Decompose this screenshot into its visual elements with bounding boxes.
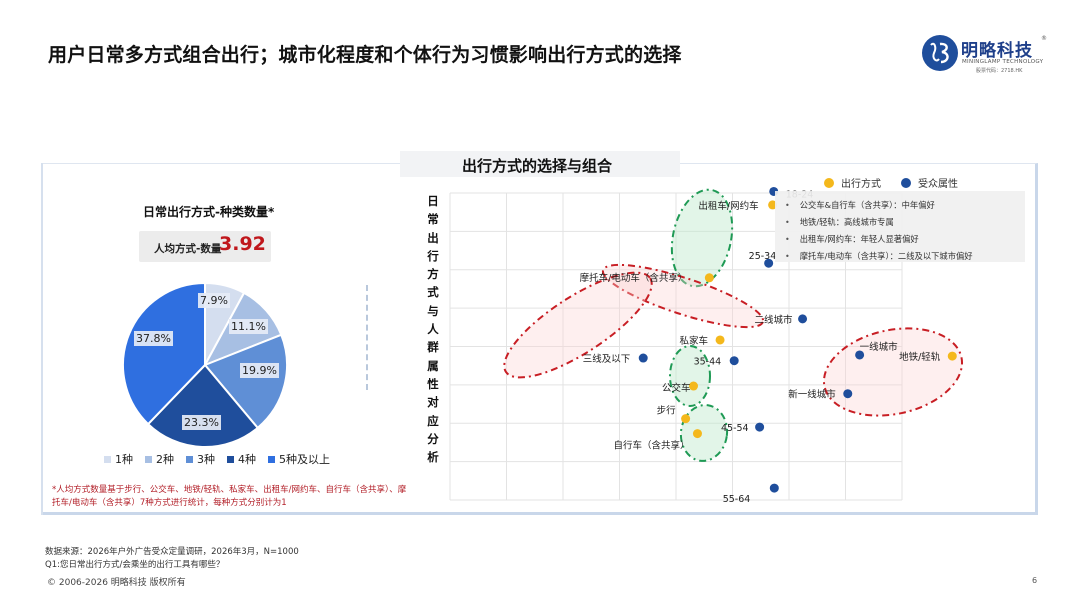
- pie-legend-label: 5种及以上: [279, 453, 330, 466]
- page-number: 6: [1032, 576, 1038, 585]
- pie-footnote: *人均方式数量基于步行、公交车、地铁/轻轨、私家车、出租车/网约车、自行车（含共…: [52, 485, 407, 508]
- logo-registered-mark: ®: [1041, 35, 1047, 42]
- pie-label-1: 7.9%: [198, 293, 230, 308]
- logo-name: 明略科技: [961, 41, 1033, 61]
- section-header-label: 出行方式的选择与组合: [462, 157, 613, 175]
- legend-item-audience: 受众属性: [901, 175, 958, 190]
- blue-dot-icon: [901, 177, 911, 188]
- average-count-label: 人均方式-数量: [154, 243, 222, 255]
- map-y-axis-title: 日常出行方式与人群属性对应分析: [427, 194, 439, 465]
- section-header: 出行方式的选择与组合: [400, 151, 680, 177]
- legend-swatch-icon: [268, 455, 275, 463]
- pie-legend-label: 1种: [115, 453, 133, 466]
- question-text: Q1:您日常出行方式/会乘坐的出行工具有哪些？: [45, 560, 225, 570]
- legend-swatch-icon: [104, 455, 111, 463]
- pie-label-5: 37.8%: [134, 331, 173, 346]
- pie-legend-label: 4种: [238, 453, 256, 466]
- pie-label-3: 19.9%: [240, 363, 279, 378]
- pie-legend-item: 2种: [145, 451, 174, 467]
- pie-legend-label: 3种: [197, 453, 215, 466]
- pie-legend-item: 4种: [227, 451, 256, 467]
- pie-chart-title: 日常出行方式-种类数量*: [143, 205, 275, 219]
- pie-label-4: 23.3%: [182, 415, 221, 430]
- logo-tagline: 股票代码：2718.HK: [976, 68, 1023, 74]
- page-title: 用户日常多方式组合出行；城市化程度和个体行为习惯影响出行方式的选择: [48, 44, 682, 66]
- source-text: 数据来源：2026年户外广告受众定量调研，2026年3月，N=1000: [45, 547, 299, 557]
- pie-chart-svg: [122, 281, 288, 448]
- company-logo: 明略科技 ® MININGLAMP TECHNOLOGY 股票代码：2718.H…: [922, 33, 1052, 77]
- average-count-badge: 人均方式-数量 3.92: [139, 231, 271, 262]
- legend-swatch-icon: [186, 455, 193, 463]
- legend-swatch-icon: [145, 455, 152, 463]
- pie-chart: 7.9% 11.1% 19.9% 23.3% 37.8%: [110, 270, 300, 460]
- pie-slice: [122, 281, 206, 426]
- map-series-legend: 出行方式 受众属性: [824, 175, 958, 190]
- pie-legend-item: 3种: [186, 451, 215, 467]
- panel-divider: [366, 285, 368, 390]
- pie-legend-item: 1种: [104, 451, 133, 467]
- pie-legend-item: 5种及以上: [268, 451, 330, 467]
- logo-mark-icon: [922, 35, 958, 71]
- legend-label: 出行方式: [841, 179, 881, 190]
- insight-item: 摩托车/电动车（含共享）：二线及以下城市偏好: [785, 248, 1025, 265]
- legend-item-travel-mode: 出行方式: [824, 175, 881, 190]
- legend-swatch-icon: [227, 455, 234, 463]
- legend-label: 受众属性: [918, 179, 958, 190]
- pie-label-2: 11.1%: [229, 319, 268, 334]
- pie-legend: 1种 2种 3种 4种 5种及以上: [104, 451, 330, 467]
- data-source: 数据来源：2026年户外广告受众定量调研，2026年3月，N=1000 Q1:您…: [45, 546, 299, 572]
- insight-item: 地铁/轻轨：高线城市专属: [785, 214, 1025, 231]
- insights-box: 公交车&自行车（含共享）：中年偏好 地铁/轻轨：高线城市专属 出租车/网约车：年…: [775, 191, 1025, 262]
- insight-item: 出租车/网约车：年轻人显著偏好: [785, 231, 1025, 248]
- logo-subtitle: MININGLAMP TECHNOLOGY: [962, 59, 1044, 65]
- pie-slice: [203, 333, 288, 430]
- yellow-dot-icon: [824, 177, 834, 188]
- pie-legend-label: 2种: [156, 453, 174, 466]
- average-count-value: 3.92: [219, 233, 266, 255]
- insight-item: 公交车&自行车（含共享）：中年偏好: [785, 197, 1025, 214]
- pie-slice: [146, 363, 260, 448]
- frame-left-border: [41, 163, 43, 515]
- copyright: © 2006-2026 明略科技 版权所有: [47, 578, 186, 588]
